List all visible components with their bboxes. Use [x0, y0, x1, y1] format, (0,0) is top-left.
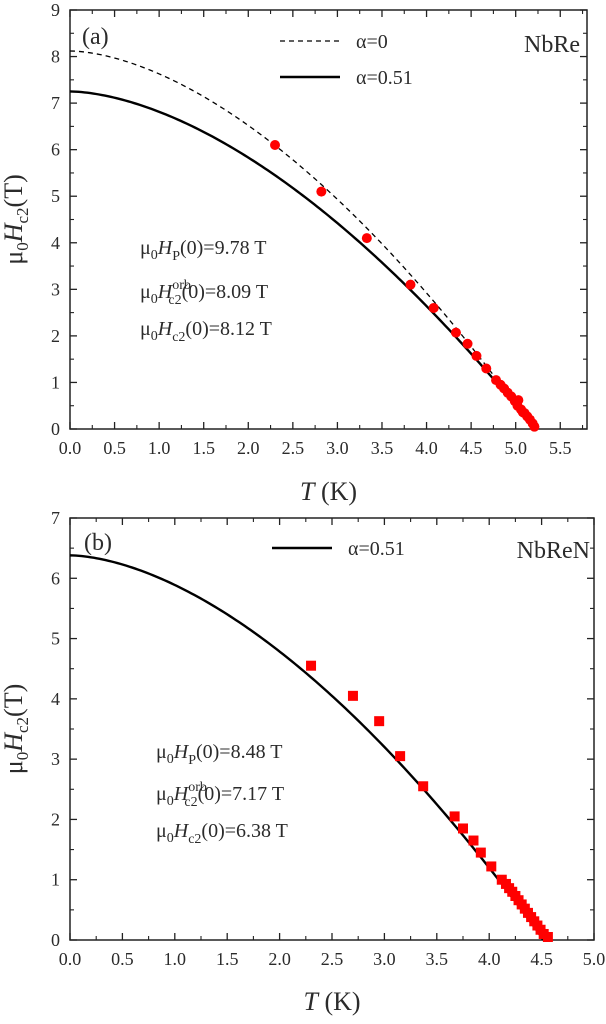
panel-label: (a)	[82, 24, 109, 50]
y-tick-label: 2	[51, 326, 60, 346]
data-point	[513, 395, 524, 406]
annotation-text: μ0HP(0)=8.48 T	[156, 741, 282, 768]
y-tick-label: 3	[51, 749, 60, 769]
y-tick-label: 0	[51, 930, 60, 950]
y-axis-label: μ0Hc2(T)	[0, 174, 32, 264]
data-point	[481, 363, 492, 374]
data-point	[486, 861, 497, 872]
legend-label: α=0.51	[356, 67, 413, 89]
chart-panel-a: 0.0 0.5 1.0 1.5 2.0 2.5 3.0 3.5 4.0 4.5 5.0 5.5 0 1 2 3…	[0, 0, 588, 506]
x-tick-label: 1.5	[192, 438, 215, 458]
x-tick-label: 0.5	[103, 438, 126, 458]
x-tick-label: 1.0	[164, 949, 187, 969]
y-tick-label: 2	[51, 809, 60, 829]
data-point	[395, 751, 406, 762]
y-axis-label: μ0Hc2(T)	[0, 684, 32, 774]
x-tick-label: 1.5	[216, 949, 239, 969]
data-point	[542, 931, 553, 942]
legend-label: α=0	[356, 31, 388, 53]
panel-label: (b)	[84, 530, 112, 556]
data-point	[347, 690, 358, 701]
data-point	[449, 811, 460, 822]
x-tick-label: 3.0	[373, 949, 396, 969]
curve-alpha-051	[69, 90, 537, 430]
y-tick-label: 6	[51, 568, 60, 588]
data-point	[428, 302, 439, 313]
data-point	[468, 835, 479, 846]
y-tick-label: 0	[51, 419, 60, 439]
y-tick-label: 8	[51, 47, 60, 67]
x-tick-label: 2.0	[268, 949, 291, 969]
x-tick-label: 5.5	[549, 438, 572, 458]
x-axis-label: T (K)	[303, 987, 360, 1016]
x-tick-label: 3.5	[371, 438, 394, 458]
data-point	[529, 421, 540, 432]
x-tick-label: 0.5	[111, 949, 134, 969]
y-tick-label: 7	[51, 508, 60, 528]
sample-name: NbRe	[524, 32, 580, 58]
y-tick-label: 6	[51, 140, 60, 160]
curve-alpha-051	[69, 554, 545, 941]
data-point	[374, 716, 385, 727]
x-tick-label: 1.0	[148, 438, 171, 458]
annotation-text: μ0Hc2(0)=8.12 T	[140, 318, 272, 345]
plot-frame	[69, 9, 588, 430]
annotation-text: μ0Hc2(0)=6.38 T	[156, 820, 288, 847]
x-tick-label: 4.5	[530, 949, 553, 969]
data-point	[405, 279, 416, 290]
x-tick-label: 2.0	[237, 438, 260, 458]
x-tick-label: 5.0	[504, 438, 527, 458]
data-point	[458, 823, 468, 834]
x-tick-label: 4.0	[478, 949, 501, 969]
data-point	[517, 407, 528, 418]
y-tick-label: 4	[51, 233, 60, 253]
legend-label: α=0.51	[348, 538, 405, 560]
y-tick-label: 1	[51, 870, 60, 890]
x-tick-label: 2.5	[321, 949, 344, 969]
x-tick-label: 0.0	[59, 949, 82, 969]
data-point	[475, 847, 486, 858]
data-point	[306, 660, 317, 671]
x-tick-label: 3.5	[426, 949, 449, 969]
x-tick-label: 2.5	[282, 438, 305, 458]
data-point	[418, 781, 429, 792]
chart-panel-b: 0.0 0.5 1.0 1.5 2.0 2.5 3.0 3.5 4.0 4.5 5.0 0 1 2 3 4 5 6…	[0, 508, 605, 1016]
annotation-text: μ0Horb c2(0)=7.17 T	[156, 780, 284, 810]
data-point	[450, 327, 461, 338]
data-point	[462, 338, 473, 349]
y-tick-label: 7	[51, 93, 60, 113]
data-point	[361, 233, 372, 244]
data-point	[270, 140, 281, 151]
x-tick-label: 4.5	[460, 438, 483, 458]
y-tick-label: 5	[51, 629, 60, 649]
y-tick-label: 3	[51, 279, 60, 299]
data-point	[316, 186, 327, 197]
x-tick-label: 4.0	[415, 438, 438, 458]
y-tick-label: 9	[51, 0, 60, 20]
annotation-text: μ0Horb c2(0)=8.09 T	[140, 278, 268, 308]
data-point	[471, 350, 482, 361]
x-axis-label: T (K)	[300, 477, 357, 506]
x-tick-label: 0.0	[59, 438, 82, 458]
sample-name: NbReN	[517, 538, 590, 564]
x-tick-label: 3.0	[326, 438, 349, 458]
plot-frame	[69, 517, 595, 941]
y-tick-label: 4	[51, 689, 60, 709]
y-tick-label: 5	[51, 186, 60, 206]
y-tick-label: 1	[51, 372, 60, 392]
annotation-text: μ0HP(0)=9.78 T	[140, 237, 266, 264]
x-tick-label: 5.0	[583, 949, 606, 969]
